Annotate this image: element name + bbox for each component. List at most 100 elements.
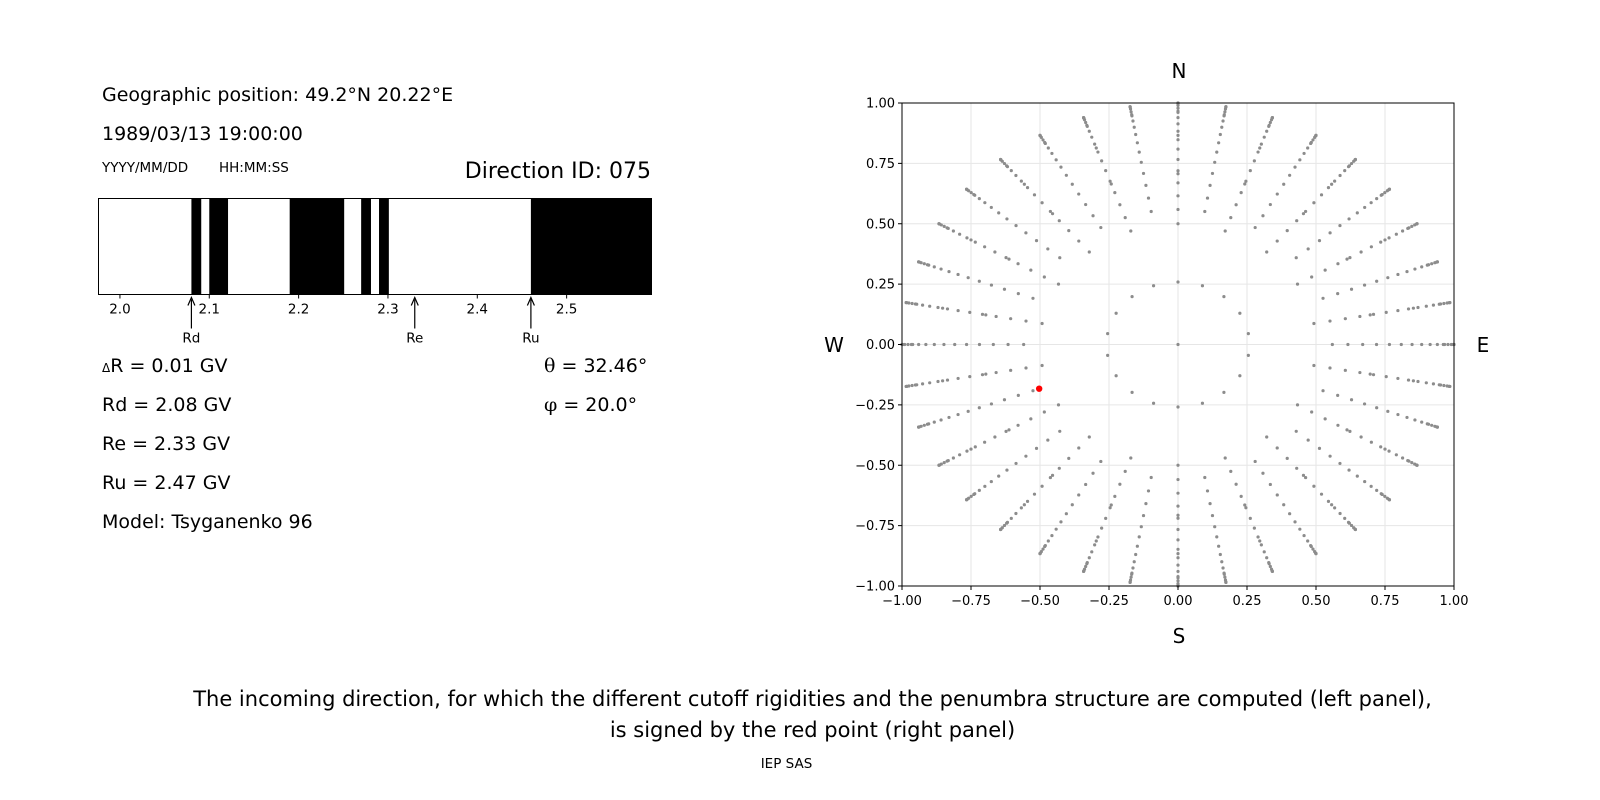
direction-point — [1128, 580, 1132, 584]
direction-point — [1129, 229, 1133, 233]
direction-point — [968, 375, 972, 379]
direction-point — [1294, 429, 1298, 433]
direction-point — [1200, 284, 1205, 288]
direction-point — [1239, 494, 1243, 498]
direction-point — [956, 308, 960, 313]
direction-point — [1031, 389, 1035, 393]
direction-point — [1416, 379, 1420, 384]
direction-point — [1336, 423, 1340, 427]
direction-point — [1347, 468, 1351, 472]
direction-point — [1298, 158, 1302, 162]
direction-point — [1130, 390, 1134, 394]
direction-point — [1014, 461, 1018, 466]
direction-point — [1176, 516, 1180, 520]
direction-point — [1176, 222, 1180, 226]
direction-point — [1014, 223, 1018, 228]
y-tick-label: 1.00 — [866, 97, 895, 112]
direction-point — [977, 342, 982, 347]
direction-point — [1301, 473, 1306, 477]
direction-point — [946, 458, 950, 463]
direction-point — [1114, 374, 1118, 378]
direction-point — [1362, 402, 1367, 406]
direction-point — [1323, 268, 1327, 272]
direction-point — [1437, 302, 1441, 306]
direction-point — [941, 306, 945, 310]
direction-point — [1176, 405, 1180, 409]
direction-point — [1396, 308, 1400, 313]
direction-point — [936, 379, 940, 384]
direction-point — [1301, 212, 1306, 216]
phi-value: φ = 20.0° — [544, 394, 637, 416]
direction-point — [1358, 370, 1362, 375]
direction-point — [1268, 482, 1272, 487]
direction-point — [973, 240, 977, 244]
direction-point — [1040, 363, 1044, 368]
direction-point — [947, 269, 951, 274]
direction-point — [951, 229, 955, 233]
direction-point — [927, 263, 931, 267]
direction-point — [1009, 317, 1013, 321]
direction-point — [1048, 475, 1052, 480]
direction-point — [1222, 390, 1226, 394]
forbidden-band — [379, 198, 389, 295]
direction-point — [1025, 499, 1030, 503]
direction-point — [1034, 446, 1039, 450]
direction-point — [1259, 142, 1263, 146]
direction-point — [1139, 160, 1143, 164]
direction-point — [1176, 563, 1180, 567]
direction-point — [1363, 205, 1367, 210]
direction-point — [1415, 222, 1419, 226]
direction-point — [1387, 236, 1391, 240]
direction-point — [947, 415, 951, 420]
direction-point — [1261, 471, 1265, 475]
direction-point — [1369, 484, 1373, 488]
direction-point — [1383, 447, 1387, 451]
direction-point — [1275, 446, 1279, 450]
direction-point — [1131, 119, 1135, 123]
direction-point — [1394, 453, 1398, 457]
direction-point — [1050, 151, 1054, 156]
direction-point — [1007, 257, 1011, 261]
direction-point — [1176, 106, 1180, 110]
direction-point — [958, 453, 962, 457]
direction-point — [1123, 469, 1127, 474]
direction-point — [1295, 219, 1299, 223]
direction-point — [1405, 269, 1409, 274]
direction-point — [1396, 272, 1400, 277]
direction-point — [1114, 311, 1118, 315]
y-tick-label: 0.00 — [866, 338, 895, 353]
direction-point — [1109, 182, 1113, 186]
direction-point — [1176, 342, 1180, 347]
direction-point — [1057, 219, 1061, 223]
direction-point — [915, 383, 919, 387]
direction-point — [1386, 409, 1390, 413]
direction-point — [1258, 146, 1262, 150]
direction-point — [1084, 564, 1088, 569]
direction-point — [1094, 539, 1098, 543]
direction-point — [966, 409, 970, 413]
scatter-ticks: −1.00 −0.75 −0.50 −0.25 0.00 0.25 0.50 0.75 1.00… — [855, 97, 1468, 610]
direction-point — [1208, 183, 1212, 187]
direction-point — [1077, 239, 1081, 243]
direction-point — [984, 372, 988, 376]
x-tick-label: −0.50 — [1020, 594, 1060, 609]
direction-point — [1442, 383, 1446, 388]
direction-point — [973, 492, 977, 496]
direction-point — [1176, 527, 1180, 532]
direction-point — [1374, 342, 1379, 347]
direction-point — [1304, 209, 1308, 214]
direction-point — [1406, 378, 1411, 382]
direction-point — [1336, 393, 1340, 397]
direction-point — [1093, 543, 1097, 547]
forbidden-band — [361, 198, 371, 295]
direction-point — [1100, 159, 1104, 163]
direction-point — [1312, 321, 1316, 326]
direction-point — [1293, 165, 1297, 169]
direction-point — [1132, 125, 1136, 129]
direction-point — [1310, 275, 1314, 279]
direction-point — [994, 370, 998, 375]
direction-point — [1176, 115, 1180, 120]
direction-point — [1082, 115, 1086, 120]
compass-west: W — [824, 333, 844, 357]
direction-point — [1256, 535, 1260, 539]
